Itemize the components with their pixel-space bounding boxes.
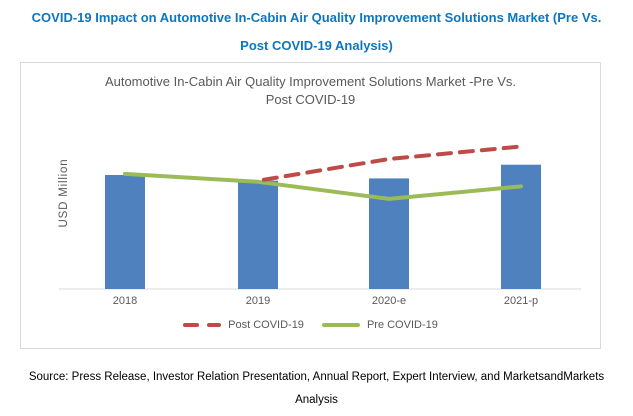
chart-panel: Automotive In-Cabin Air Quality Improvem… bbox=[20, 62, 601, 349]
chart-legend: Post COVID-19 Pre COVID-19 bbox=[21, 319, 600, 331]
legend-item-pre-covid: Pre COVID-19 bbox=[321, 319, 438, 331]
page-title-line2: Post COVID-19 Analysis) bbox=[240, 38, 393, 53]
source-note-line2: Analysis bbox=[295, 394, 338, 406]
chart-title-line1: Automotive In-Cabin Air Quality Improvem… bbox=[104, 74, 517, 89]
legend-item-post-covid: Post COVID-19 bbox=[183, 319, 304, 331]
source-note-line1: Source: Press Release, Investor Relation… bbox=[28, 371, 605, 383]
source-note: Source: Press Release, Investor Relation… bbox=[0, 366, 633, 412]
x-axis-label-2020-e: 2020-e bbox=[371, 295, 407, 307]
chart-title: Automotive In-Cabin Air Quality Improvem… bbox=[21, 73, 600, 109]
x-axis-label-2021-p: 2021-p bbox=[503, 295, 539, 307]
post-covid-19-line bbox=[256, 144, 523, 183]
x-axis-label-2018: 2018 bbox=[112, 295, 138, 307]
chart-title-line2: Post COVID-19 bbox=[265, 92, 356, 107]
page-title: COVID-19 Impact on Automotive In-Cabin A… bbox=[0, 4, 633, 60]
pre-covid-solid-line-icon bbox=[321, 323, 360, 327]
post-covid-dashed-line-icon bbox=[183, 323, 222, 327]
bar-2019 bbox=[238, 180, 278, 289]
bar-2021-p bbox=[501, 164, 541, 289]
legend-label-post-covid: Post COVID-19 bbox=[228, 319, 304, 331]
pre-covid-19-line bbox=[123, 171, 523, 201]
bar-2020-e bbox=[369, 178, 409, 289]
x-axis-label-2019: 2019 bbox=[245, 295, 271, 307]
chart-plot bbox=[59, 144, 581, 290]
legend-label-pre-covid: Pre COVID-19 bbox=[366, 319, 438, 331]
page-title-line1: COVID-19 Impact on Automotive In-Cabin A… bbox=[31, 10, 602, 25]
bar-2018 bbox=[105, 175, 145, 289]
